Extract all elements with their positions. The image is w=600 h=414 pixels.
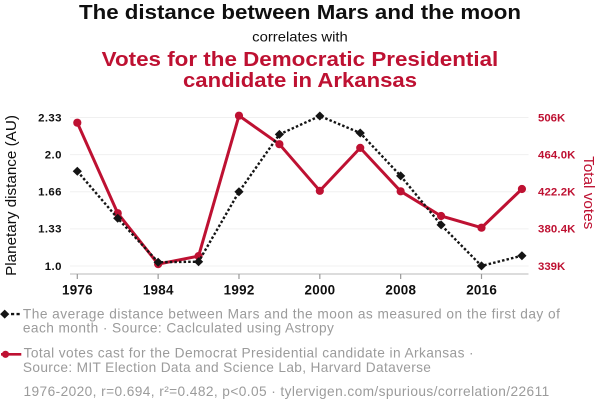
svg-text:1976: 1976 — [62, 283, 93, 298]
svg-text:Total votes: Total votes — [580, 156, 596, 229]
svg-text:Planetary distance (AU): Planetary distance (AU) — [4, 115, 20, 276]
svg-text:1.33: 1.33 — [38, 224, 61, 236]
svg-text:506K: 506K — [538, 112, 566, 124]
svg-text:422.2K: 422.2K — [538, 187, 576, 199]
svg-text:2000: 2000 — [305, 283, 336, 298]
svg-text:1.66: 1.66 — [38, 187, 61, 199]
svg-text:1976-2020, r=0.694, r²=0.482,: 1976-2020, r=0.694, r²=0.482, p<0.05 · t… — [24, 384, 550, 399]
svg-text:1984: 1984 — [143, 283, 174, 298]
svg-text:2008: 2008 — [385, 283, 416, 298]
svg-text:464.0K: 464.0K — [538, 149, 576, 161]
svg-text:correlates with: correlates with — [252, 30, 348, 45]
svg-text:Votes for the Democratic Presi: Votes for the Democratic Presidential — [102, 49, 499, 71]
svg-text:The average distance between M: The average distance between Mars and th… — [23, 306, 560, 321]
svg-text:2.33: 2.33 — [38, 112, 61, 124]
svg-text:The distance between Mars and: The distance between Mars and the moon — [79, 2, 521, 24]
svg-text:1992: 1992 — [224, 283, 255, 298]
svg-text:Total votes cast for the Democ: Total votes cast for the Democrat Presid… — [24, 345, 474, 360]
svg-text:380.4K: 380.4K — [538, 224, 576, 236]
svg-text:1.0: 1.0 — [45, 261, 62, 273]
svg-text:Source: MIT Election Data and: Source: MIT Election Data and Science La… — [23, 360, 431, 375]
svg-text:2016: 2016 — [466, 283, 497, 298]
svg-text:2.0: 2.0 — [45, 149, 62, 161]
svg-text:339K: 339K — [538, 261, 566, 273]
svg-text:each month · Source: Caclculat: each month · Source: Caclculated using A… — [23, 321, 334, 336]
svg-text:candidate in Arkansas: candidate in Arkansas — [183, 70, 417, 92]
